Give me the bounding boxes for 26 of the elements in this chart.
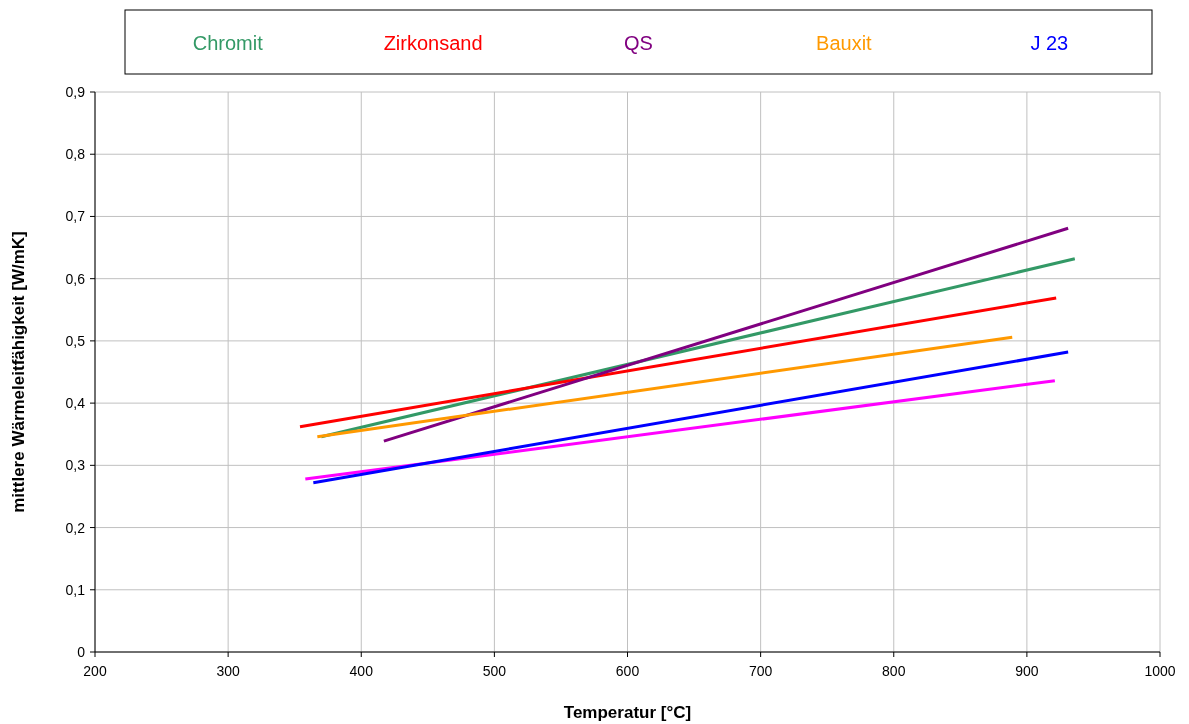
x-tick-label: 300 <box>216 663 241 679</box>
x-tick-label: 800 <box>882 663 906 679</box>
y-tick-label: 0,8 <box>65 146 86 163</box>
x-tick-label: 500 <box>482 663 507 679</box>
y-tick-label: 0,6 <box>65 270 86 287</box>
y-tick-label: 0,3 <box>65 457 86 474</box>
x-tick-label: 700 <box>748 663 773 679</box>
text: QS <box>624 32 653 54</box>
y-tick-label: 0,5 <box>65 332 86 349</box>
text: Bauxit <box>816 32 873 54</box>
y-tick-label: 0,7 <box>65 208 86 225</box>
x-tick-label: 200 <box>83 663 107 679</box>
y-tick-label: 0 <box>77 644 86 660</box>
y-tick-label: 0,9 <box>65 84 86 100</box>
text: Chromit <box>192 32 264 54</box>
x-axis-title: Temperatur [°C] <box>563 703 692 722</box>
x-tick-label: 900 <box>1015 663 1039 679</box>
x-tick-label: 1000 <box>1144 663 1176 679</box>
text: Zirkonsand <box>383 32 483 54</box>
y-axis-title: mittlere Wärmeleitfähigkeit [W/mK] <box>9 231 28 513</box>
y-tick-label: 0,4 <box>65 395 86 412</box>
text: J 23 <box>1030 32 1069 54</box>
y-tick-label: 0,1 <box>65 581 86 598</box>
x-tick-label: 600 <box>615 663 640 679</box>
y-tick-label: 0,2 <box>65 519 86 536</box>
x-tick-label: 400 <box>349 663 374 679</box>
